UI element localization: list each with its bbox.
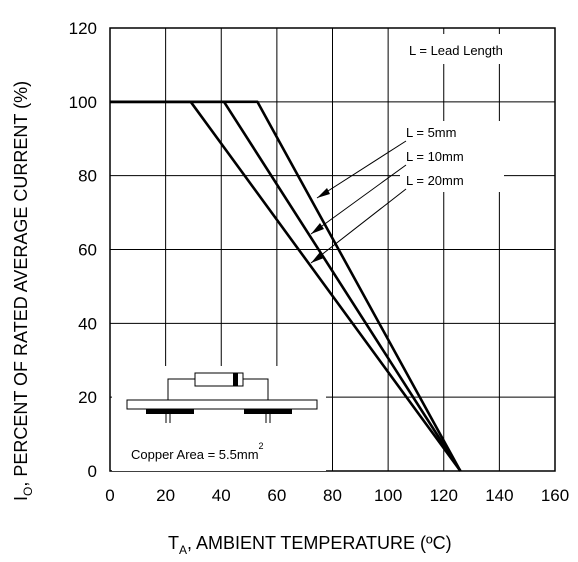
x-tick-label: 40 xyxy=(212,486,231,505)
x-tick-label: 0 xyxy=(105,486,114,505)
y-tick-label: 20 xyxy=(78,388,97,407)
y-tick-label: 60 xyxy=(78,241,97,260)
series-label-20mm: L = 20mm xyxy=(406,173,464,188)
x-tick-label: 80 xyxy=(323,486,342,505)
y-axis-title-rest: , PERCENT OF RATED AVERAGE CURRENT (%) xyxy=(11,81,31,487)
x-axis-title: TA, AMBIENT TEMPERATURE (ºC) xyxy=(168,533,452,557)
arrowhead-5mm xyxy=(317,188,330,198)
series-label-5mm: L = 5mm xyxy=(406,125,456,140)
y-tick-label: 120 xyxy=(69,19,97,38)
x-axis-title-main: T xyxy=(168,533,179,553)
x-axis-title-rest: , AMBIENT TEMPERATURE (ºC) xyxy=(187,533,452,553)
y-tick-labels: 0 20 40 60 80 100 120 xyxy=(69,19,97,481)
arrow-20mm xyxy=(310,188,407,264)
diode-cathode-band xyxy=(233,373,238,386)
diode-mounting-illustration: Copper Area = 5.5mm2 xyxy=(112,366,326,471)
arrow-5mm xyxy=(316,140,407,199)
copper-area-exponent: 2 xyxy=(259,441,264,451)
copper-area-text: Copper Area = 5.5mm xyxy=(131,447,259,462)
y-tick-label: 100 xyxy=(69,93,97,112)
solder-left xyxy=(158,409,180,414)
series-labels-bg xyxy=(400,121,504,192)
pcb-board xyxy=(126,399,318,410)
x-tick-labels: 0 20 40 60 80 100 120 140 160 xyxy=(105,486,569,505)
y-axis-title-main: I xyxy=(11,496,31,501)
arrowhead-10mm xyxy=(311,223,324,234)
y-axis-title: IO, PERCENT OF RATED AVERAGE CURRENT (%) xyxy=(11,81,35,501)
x-axis-title-sub: A xyxy=(179,543,187,557)
series-label-10mm: L = 10mm xyxy=(406,149,464,164)
x-tick-label: 100 xyxy=(374,486,402,505)
series-labels: L = 5mm L = 10mm L = 20mm xyxy=(310,121,504,264)
lead-length-note: L = Lead Length xyxy=(409,43,503,58)
lead-left xyxy=(167,378,195,400)
y-tick-label: 80 xyxy=(78,167,97,186)
arrowhead-20mm xyxy=(311,252,324,263)
lead-length-note-bg xyxy=(396,34,531,64)
series-group xyxy=(110,100,462,472)
x-tick-label: 20 xyxy=(156,486,175,505)
y-axis-title-sub: O xyxy=(21,487,35,496)
copper-area-label: Copper Area = 5.5mm2 xyxy=(131,441,264,462)
lead-right xyxy=(243,378,269,400)
solder-right xyxy=(256,409,278,414)
x-tick-label: 120 xyxy=(430,486,458,505)
series-line-3 xyxy=(110,100,462,472)
arrow-10mm xyxy=(310,164,407,235)
plot-frame xyxy=(109,27,556,472)
x-tick-label: 160 xyxy=(541,486,569,505)
y-tick-label: 40 xyxy=(78,314,97,333)
y-tick-label: 0 xyxy=(88,462,97,481)
x-tick-label: 60 xyxy=(267,486,286,505)
x-tick-label: 140 xyxy=(485,486,513,505)
